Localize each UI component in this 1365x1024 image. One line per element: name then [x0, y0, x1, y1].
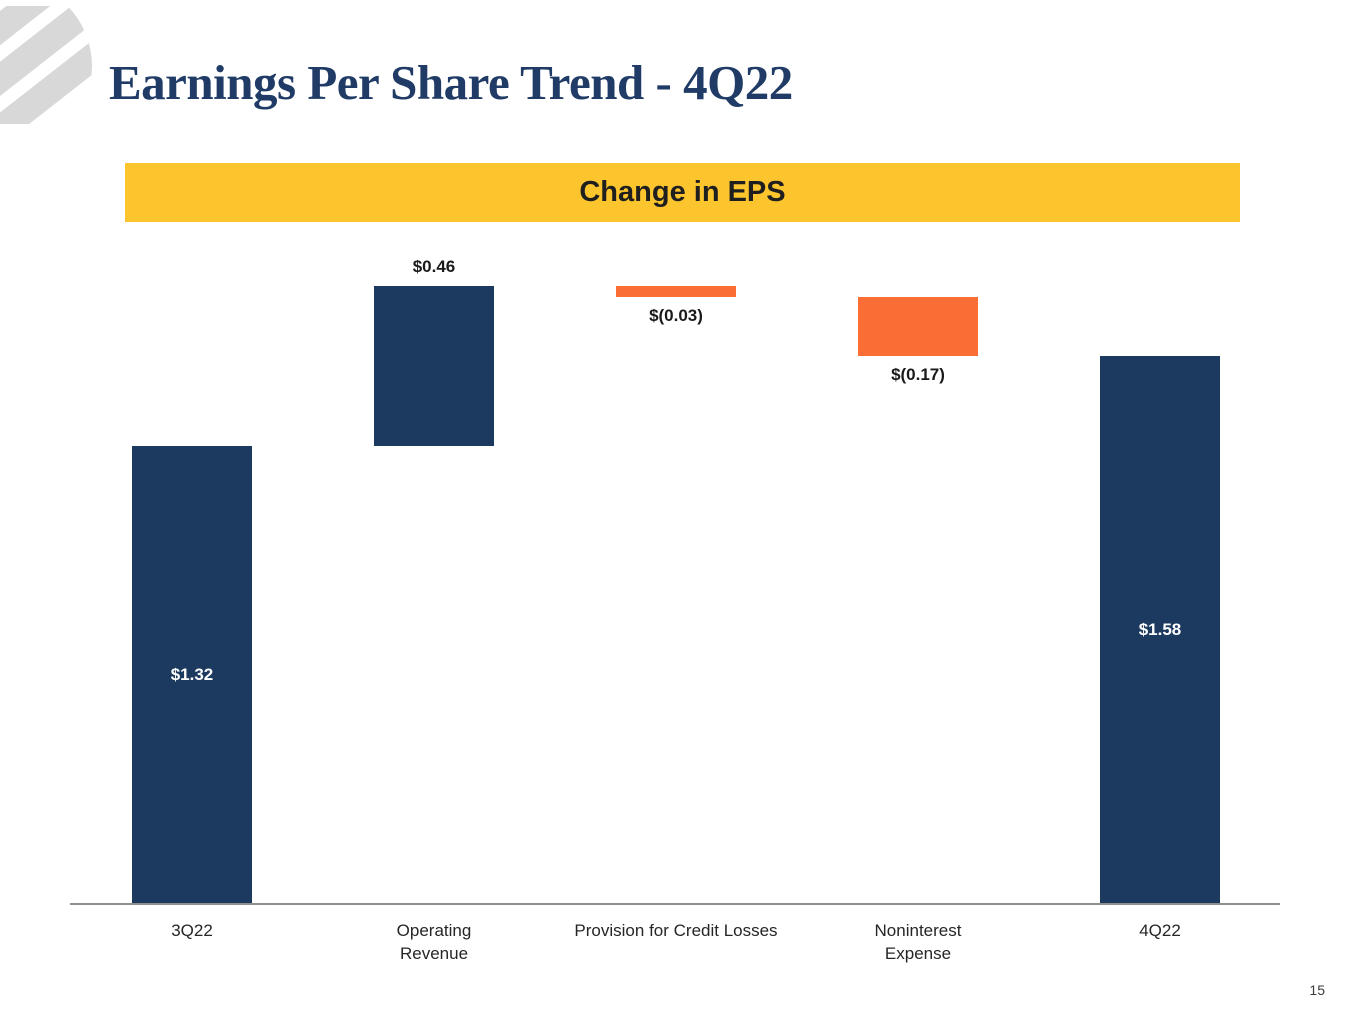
waterfall-bar: [374, 286, 494, 446]
category-label: Provision for Credit Losses: [574, 921, 778, 940]
company-logo-icon: [0, 6, 92, 124]
category-label: Operating Revenue: [396, 921, 472, 963]
page-number: 15: [1309, 982, 1325, 998]
category-label: 3Q22: [171, 921, 213, 940]
bar-value-label: $1.32: [170, 665, 214, 684]
bar-value-label: $1.58: [1138, 620, 1182, 639]
x-axis-line: [70, 903, 1280, 905]
waterfall-bar: [858, 297, 978, 356]
waterfall-bar: [1100, 356, 1220, 904]
bar-value-label: $(0.17): [891, 365, 945, 384]
bar-value-label: $0.46: [412, 257, 456, 276]
chart-title-banner: Change in EPS: [125, 163, 1240, 222]
waterfall-bar: [616, 286, 736, 297]
chart-title-label: Change in EPS: [579, 176, 786, 208]
waterfall-bar: [132, 446, 252, 904]
page-title: Earnings Per Share Trend - 4Q22: [109, 55, 793, 110]
category-label: Noninterest Expense: [874, 921, 962, 963]
category-label: 4Q22: [1139, 921, 1181, 940]
bar-value-label: $(0.03): [649, 306, 703, 325]
